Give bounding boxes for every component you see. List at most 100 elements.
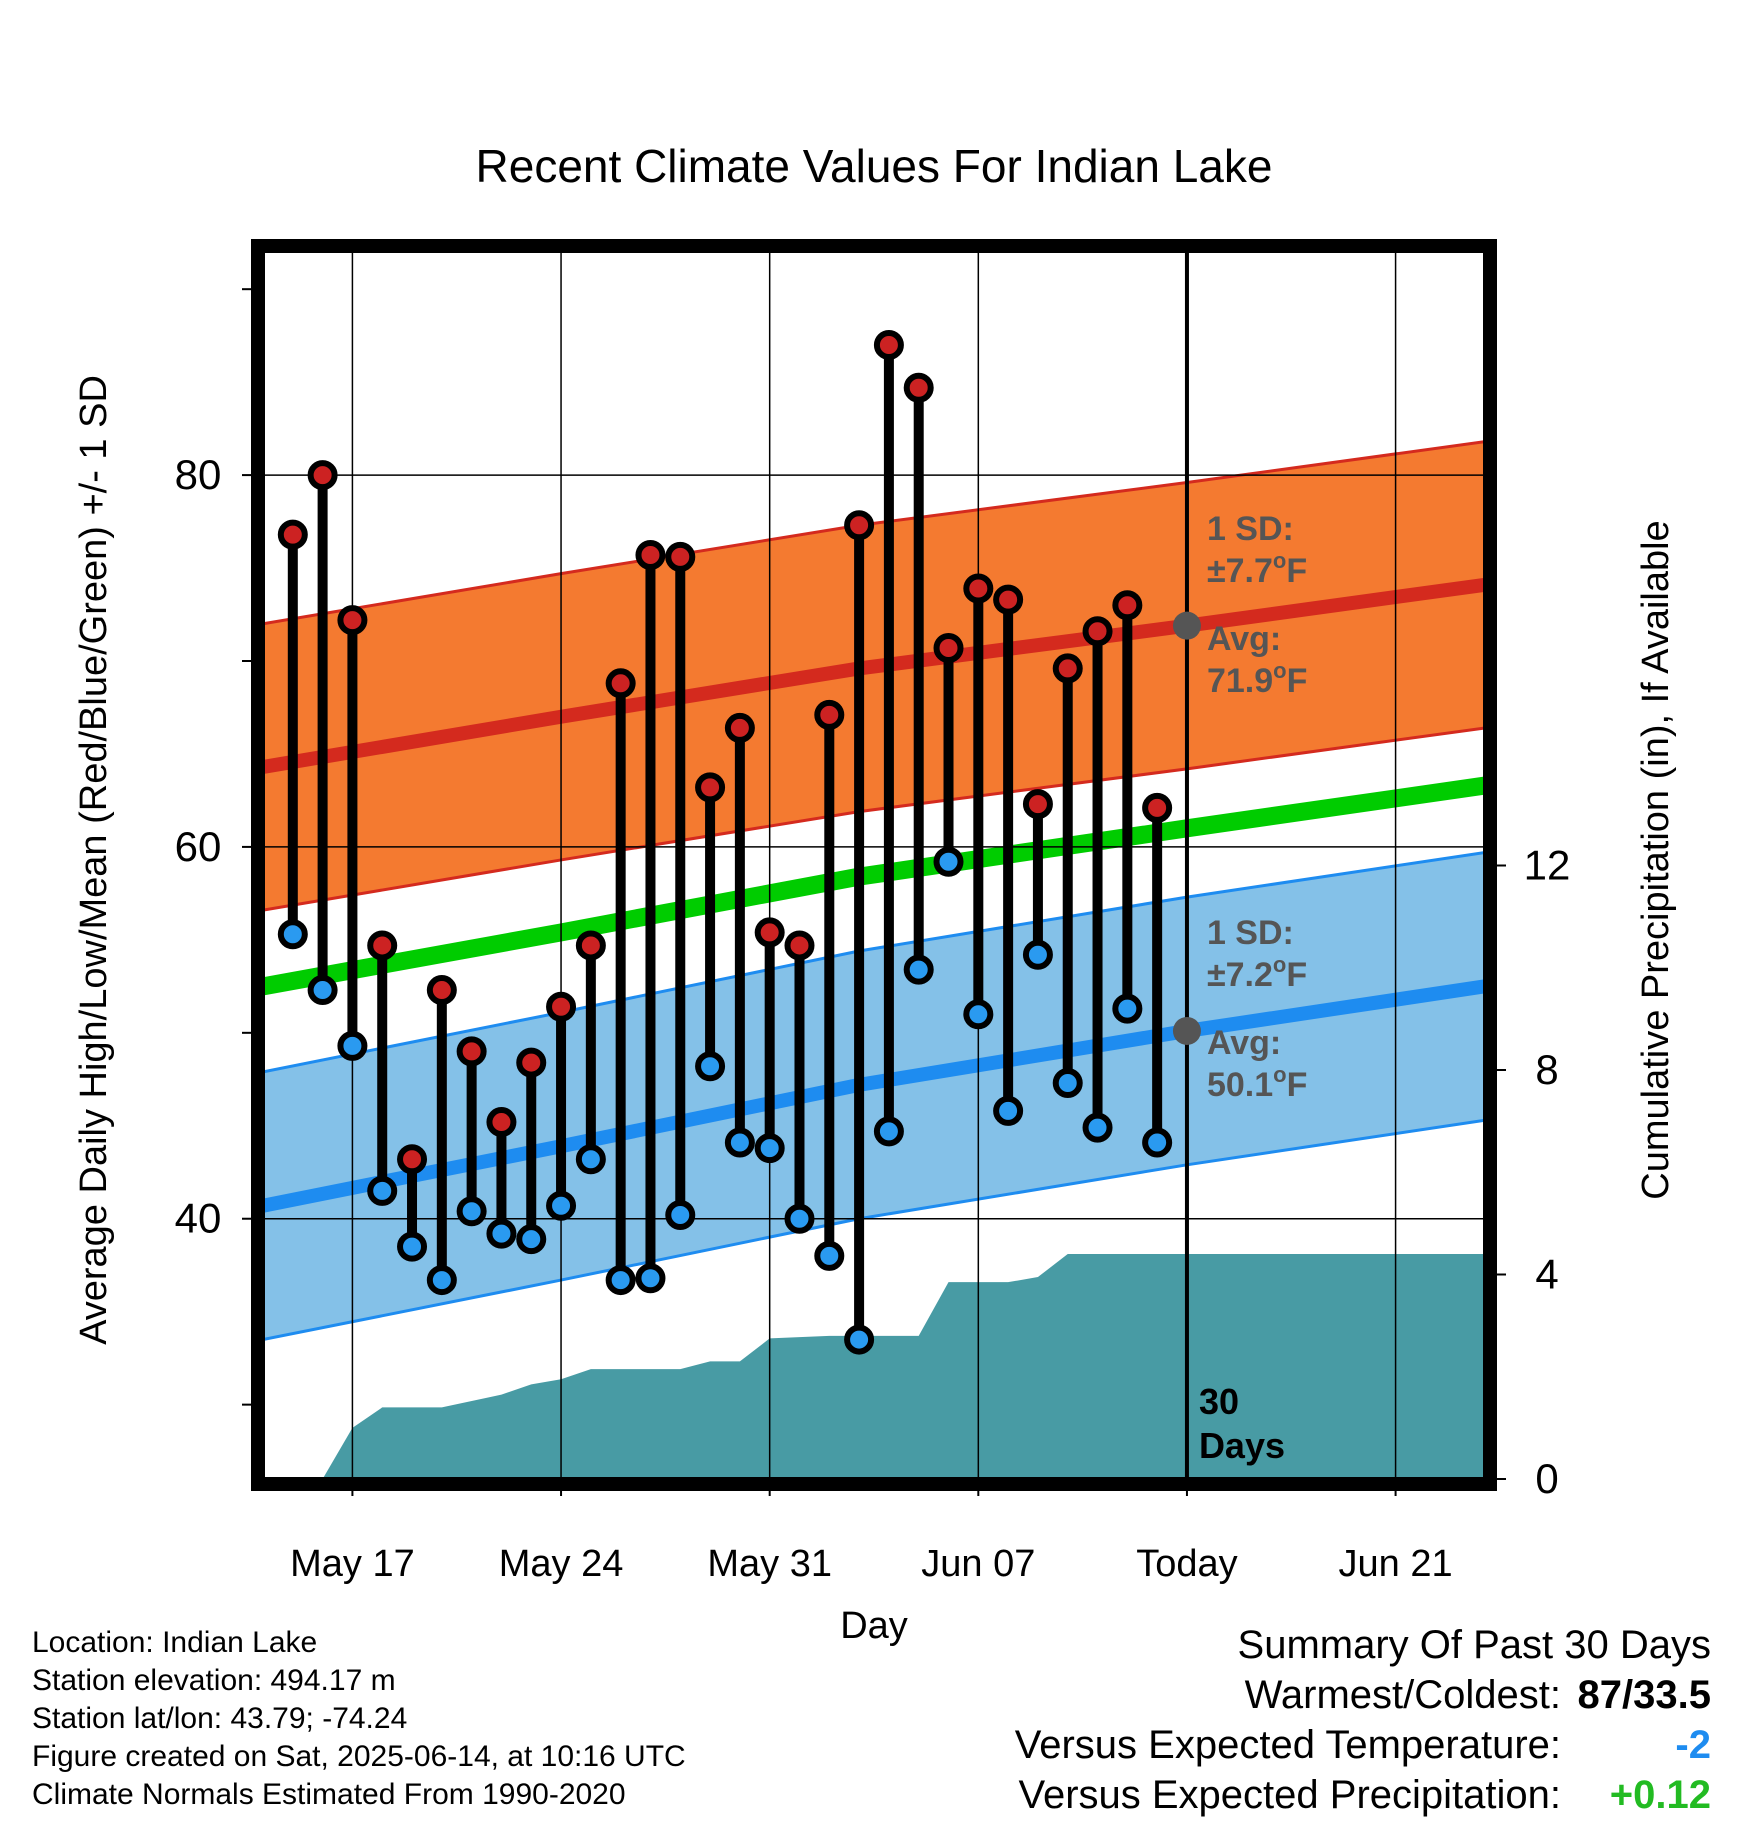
elevation-text: Station elevation: 494.17 m xyxy=(32,1664,396,1697)
daily-low-point xyxy=(1022,939,1053,970)
daily-high-point xyxy=(486,1107,517,1138)
daily-low-point xyxy=(486,1218,517,1249)
daily-low-point xyxy=(1082,1112,1113,1143)
daily-high-point xyxy=(277,519,308,550)
daily-high-point xyxy=(605,668,636,699)
location-text: Location: Indian Lake xyxy=(32,1626,318,1659)
daily-high-point xyxy=(456,1036,487,1067)
x-tick-label: Jun 21 xyxy=(1339,1543,1453,1585)
precip-area xyxy=(322,1254,1485,1479)
daily-low-point xyxy=(605,1265,636,1296)
y-tick-label: 60 xyxy=(175,823,222,870)
daily-high-point xyxy=(844,510,875,541)
daily-low-point xyxy=(337,1030,368,1061)
warmest-coldest-value: 87/33.5 xyxy=(1577,1673,1711,1717)
y2-tick-label: 12 xyxy=(1524,842,1571,889)
daily-high-point xyxy=(546,991,577,1022)
x-tick-label: Jun 07 xyxy=(921,1543,1035,1585)
daily-low-point xyxy=(307,975,338,1006)
x-tick-label: May 17 xyxy=(290,1543,415,1585)
daily-low-point xyxy=(546,1190,577,1221)
high-sd-band xyxy=(263,441,1485,911)
low-normal-today-marker xyxy=(1172,1016,1201,1045)
daily-high-point xyxy=(1082,616,1113,647)
x-axis-label: Day xyxy=(840,1605,908,1647)
daily-high-point xyxy=(814,699,845,730)
daily-low-point xyxy=(724,1127,755,1158)
daily-high-point xyxy=(873,329,904,360)
summary-title: Summary Of Past 30 Days xyxy=(1015,1620,1711,1670)
daily-high-point xyxy=(426,975,457,1006)
created-text: Figure created on Sat, 2025-06-14, at 10… xyxy=(32,1740,686,1773)
daily-high-point xyxy=(993,584,1024,615)
daily-low-point xyxy=(426,1265,457,1296)
daily-high-point xyxy=(903,372,934,403)
daily-high-point xyxy=(367,930,398,961)
daily-low-point xyxy=(873,1116,904,1147)
daily-low-point xyxy=(397,1231,428,1262)
temp-vs-expected-value: -2 xyxy=(1675,1723,1711,1767)
daily-low-point xyxy=(1052,1068,1083,1099)
latlon-text: Station lat/lon: 43.79; -74.24 xyxy=(32,1702,408,1735)
daily-low-point xyxy=(903,954,934,985)
high-avg-value: 71.9oF xyxy=(1207,658,1307,700)
daily-low-point xyxy=(754,1133,785,1164)
daily-low-point xyxy=(367,1175,398,1206)
daily-low-point xyxy=(933,846,964,877)
daily-high-point xyxy=(1142,792,1173,823)
daily-high-point xyxy=(575,930,606,961)
normals-text: Climate Normals Estimated From 1990-2020 xyxy=(32,1778,626,1811)
daily-low-point xyxy=(516,1224,547,1255)
chart-title: Recent Climate Values For Indian Lake xyxy=(476,140,1273,192)
daily-low-point xyxy=(456,1196,487,1227)
y2-tick-label: 0 xyxy=(1535,1455,1558,1502)
daily-high-point xyxy=(635,540,666,571)
daily-low-point xyxy=(814,1240,845,1271)
daily-low-point xyxy=(784,1203,815,1234)
low-sd-annotation: 1 SD: xyxy=(1207,914,1294,952)
daily-high-point xyxy=(784,930,815,961)
y-tick-label: 40 xyxy=(175,1195,222,1242)
daily-high-point xyxy=(1022,789,1053,820)
y2-tick-label: 8 xyxy=(1535,1046,1558,1093)
temp-vs-expected-label: Versus Expected Temperature: xyxy=(1014,1723,1561,1767)
y-axis-label: Average Daily High/Low/Mean (Red/Blue/Gr… xyxy=(73,375,115,1345)
high-normal-today-marker xyxy=(1172,611,1201,640)
daily-high-point xyxy=(724,712,755,743)
summary-precip-row: Versus Expected Precipitation: +0.12 xyxy=(1015,1770,1711,1820)
precip-vs-expected-label: Versus Expected Precipitation: xyxy=(1018,1773,1561,1817)
x-tick-label: Today xyxy=(1136,1543,1237,1585)
daily-high-point xyxy=(963,573,994,604)
daily-high-point xyxy=(1052,653,1083,684)
station-info: Location: Indian Lake Station elevation:… xyxy=(32,1624,686,1814)
low-avg-annotation: Avg: xyxy=(1207,1024,1281,1062)
daily-high-point xyxy=(1112,590,1143,621)
summary-warmest-row: Warmest/Coldest: 87/33.5 xyxy=(1015,1670,1711,1720)
daily-low-point xyxy=(1142,1127,1173,1158)
warmest-coldest-label: Warmest/Coldest: xyxy=(1244,1673,1561,1717)
daily-low-point xyxy=(277,919,308,950)
precip-vs-expected-value: +0.12 xyxy=(1609,1773,1711,1817)
x-tick-label: May 24 xyxy=(499,1543,624,1585)
summary-temp-row: Versus Expected Temperature: -2 xyxy=(1015,1720,1711,1770)
plot-frame xyxy=(251,239,1497,1491)
y-tick-label: 80 xyxy=(175,451,222,498)
daily-low-point xyxy=(695,1051,726,1082)
daily-low-point xyxy=(575,1144,606,1175)
daily-low-point xyxy=(844,1324,875,1355)
low-sd-value: ±7.2oF xyxy=(1207,952,1307,994)
high-sd-annotation: 1 SD: xyxy=(1207,510,1294,548)
period-label-unit: Days xyxy=(1199,1425,1285,1466)
low-avg-value: 50.1oF xyxy=(1207,1062,1307,1104)
daily-high-point xyxy=(337,605,368,636)
daily-high-point xyxy=(516,1047,547,1078)
period-label-number: 30 xyxy=(1199,1381,1239,1422)
daily-high-point xyxy=(933,632,964,663)
daily-high-point xyxy=(695,772,726,803)
daily-high-point xyxy=(754,917,785,948)
daily-low-point xyxy=(993,1095,1024,1126)
daily-low-point xyxy=(665,1200,696,1231)
daily-high-point xyxy=(397,1144,428,1175)
summary-title-text: Summary Of Past 30 Days xyxy=(1237,1623,1711,1667)
